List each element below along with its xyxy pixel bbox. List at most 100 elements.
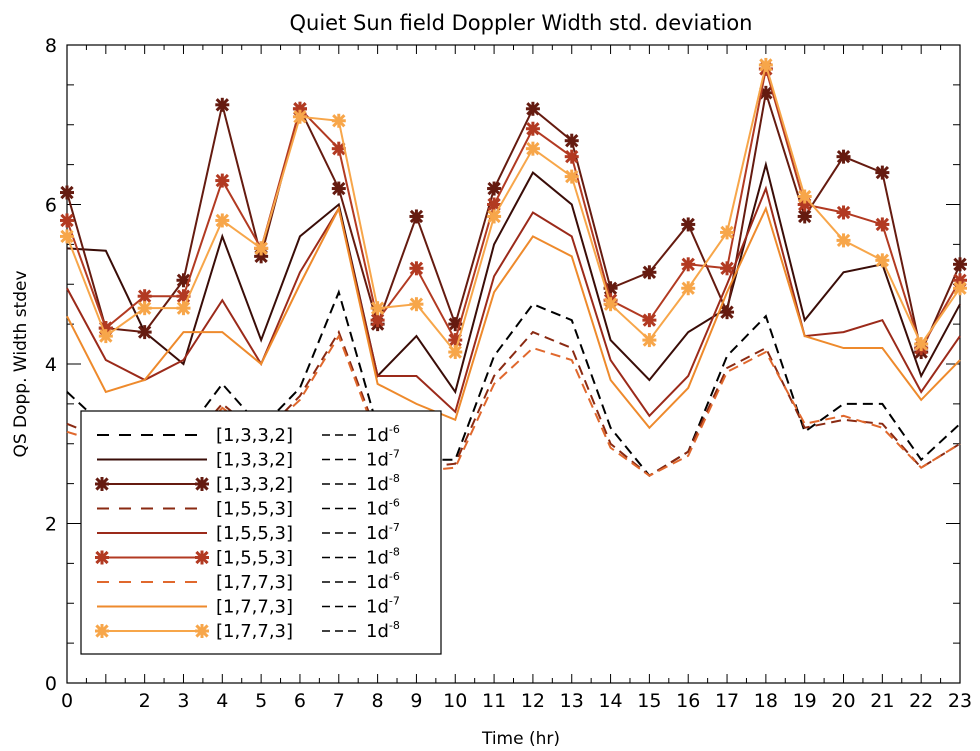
series-9 [60, 57, 967, 360]
data-point [836, 233, 851, 248]
data-point [60, 185, 74, 200]
x-tick-label: 6 [294, 690, 306, 712]
x-tick-label: 17 [715, 690, 739, 712]
y-tick-label: 0 [45, 673, 57, 695]
x-tick-label: 12 [521, 690, 545, 712]
data-point [875, 253, 890, 268]
data-point [60, 229, 74, 244]
data-point [720, 225, 735, 240]
x-tick-label: 19 [793, 690, 817, 712]
y-tick-label: 4 [45, 354, 57, 376]
data-point [137, 325, 152, 340]
data-point [448, 345, 463, 360]
data-point [215, 173, 230, 188]
data-point [681, 257, 696, 272]
legend-label: [1,7,7,3] [216, 597, 293, 618]
data-point [875, 165, 890, 180]
legend-label: [1,3,3,2] [216, 474, 293, 495]
series-line [66, 333, 961, 477]
x-tick-label: 14 [598, 690, 622, 712]
data-point [331, 113, 346, 128]
x-tick-label: 21 [870, 690, 894, 712]
legend-entry: [1,3,3,2] 1d-6 [97, 423, 400, 446]
data-point [331, 181, 346, 196]
series-line [66, 289, 961, 477]
x-tick-label: 9 [410, 690, 422, 712]
data-point [525, 121, 540, 136]
data-point [525, 101, 540, 116]
legend-label: [1,5,5,3] [216, 548, 293, 569]
x-tick-label: 10 [443, 690, 467, 712]
legend-tolerance-exponent: -7 [389, 595, 400, 608]
y-tick-label: 6 [45, 195, 57, 217]
legend-tolerance-exponent: -7 [389, 521, 400, 534]
x-tick-label: 7 [333, 690, 345, 712]
data-point [564, 149, 579, 164]
data-point [254, 241, 269, 256]
legend-label: [1,3,3,2] [216, 450, 293, 471]
data-point [797, 189, 812, 204]
data-point [292, 109, 307, 124]
series-line [66, 205, 961, 430]
data-point [525, 141, 540, 156]
series-layer [60, 57, 967, 477]
x-tick-label: 13 [560, 690, 584, 712]
x-axis-title: Time (hr) [481, 729, 560, 749]
legend-entry: [1,5,5,3] 1d-6 [97, 497, 400, 520]
data-point [409, 297, 424, 312]
legend-tolerance-exponent: -7 [389, 448, 400, 461]
data-point [720, 305, 735, 320]
data-point [642, 313, 657, 328]
legend-entry: [1,7,7,3] 1d-6 [97, 570, 400, 593]
y-tick-label: 2 [45, 514, 57, 536]
data-point [642, 333, 657, 348]
y-axis-title: QS Dopp. Width stdev [11, 270, 31, 457]
x-tick-label: 22 [909, 690, 933, 712]
x-tick-label: 23 [948, 690, 972, 712]
data-point [137, 301, 152, 316]
legend-entry: [1,7,7,3] 1d-8 [95, 619, 400, 642]
data-point [836, 149, 851, 164]
data-point [215, 97, 230, 112]
y-tick-label: 8 [45, 35, 57, 57]
legend-tolerance-exponent: -6 [389, 423, 400, 436]
legend-entry: [1,5,5,3] 1d-8 [95, 546, 400, 569]
x-tick-label: 4 [216, 690, 228, 712]
series-2 [66, 160, 961, 395]
legend-marker [95, 550, 109, 565]
data-point [176, 301, 191, 316]
series-line [66, 61, 961, 355]
data-point [914, 337, 929, 352]
legend-marker [195, 477, 209, 491]
x-tick-label: 18 [754, 690, 778, 712]
chart-title: Quiet Sun field Doppler Width std. devia… [289, 11, 752, 35]
legend-tolerance-exponent: -6 [389, 497, 400, 510]
data-point [370, 301, 385, 316]
series-line [66, 92, 961, 356]
series-8 [66, 205, 961, 430]
data-point [836, 205, 851, 220]
axis-ticks: 0 2 3 4 5 6 7 8 9 10 11 12 13 14 15 16 17 18 19 20 21 22 23024… [45, 35, 972, 712]
legend-label: [1,7,7,3] [216, 572, 293, 593]
legend-tolerance-exponent: -6 [389, 570, 400, 583]
legend-marker [195, 624, 209, 638]
x-tick-label: 16 [676, 690, 700, 712]
legend: [1,3,3,2] 1d-6[1,3,3,2] 1d-7[1,3,3,2] 1d-8[… [80, 410, 442, 655]
legend-entry: [1,5,5,3] 1d-7 [97, 521, 400, 544]
x-tick-label: 20 [831, 690, 855, 712]
data-point [60, 213, 74, 228]
x-tick-label: 0 [61, 690, 73, 712]
legend-marker [95, 624, 109, 638]
x-tick-label: 15 [637, 690, 661, 712]
series-7 [66, 333, 961, 477]
data-point [409, 209, 424, 224]
legend-tolerance-exponent: -8 [389, 472, 400, 485]
data-point [98, 329, 113, 344]
data-point [758, 57, 773, 72]
x-tick-label: 11 [482, 690, 506, 712]
series-line [66, 160, 961, 395]
legend-label: [1,7,7,3] [216, 621, 293, 642]
data-point [370, 313, 385, 328]
x-tick-label: 8 [372, 690, 384, 712]
